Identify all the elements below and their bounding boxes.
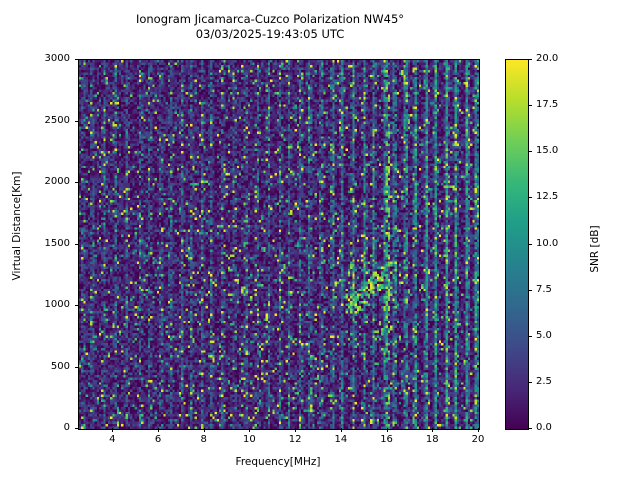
colorbar-tick-label: 17.5 [536,99,559,111]
x-tick-label: 12 [288,434,302,445]
y-tick-label: 0 [63,422,70,433]
colorbar-gradient [506,60,528,429]
heatmap-plot-area [78,59,480,430]
y-tick-label: 2500 [44,114,70,126]
colorbar-tick-mark [528,243,532,245]
colorbar-tick-label: 5.0 [536,329,552,341]
y-tick-mark [74,243,78,245]
chart-title: Ionogram Jicamarca-Cuzco Polarization NW… [135,12,405,41]
colorbar [505,59,529,430]
x-tick-mark [340,428,342,432]
x-tick-mark [158,428,159,432]
colorbar-tick-mark [528,151,532,153]
colorbar-tick-label: 20.0 [536,53,559,64]
colorbar-tick-mark [528,381,532,383]
colorbar-tick-mark [528,335,532,337]
x-axis-label: Frequency[MHz] [235,456,321,468]
y-tick-mark [74,120,78,122]
x-tick-label: 20 [471,434,485,445]
x-tick-mark [478,428,479,432]
x-tick-label: 4 [109,434,116,445]
y-tick-mark [74,428,78,429]
y-tick-label: 3000 [44,53,70,64]
colorbar-tick-label: 0.0 [536,422,552,433]
colorbar-tick-label: 10.0 [536,237,559,249]
y-tick-mark [74,305,78,306]
colorbar-tick-mark [528,59,532,60]
colorbar-tick-label: 7.5 [536,283,552,295]
colorbar-tick-mark [528,289,532,291]
x-tick-label: 18 [425,434,439,445]
x-tick-label: 8 [200,434,207,445]
x-tick-mark [203,428,205,432]
y-tick-label: 1000 [44,299,70,310]
y-axis-ticks: 0 500 1000 1500 2000 2500 3000 [0,0,78,480]
y-tick-mark [74,182,78,183]
y-tick-label: 1500 [44,237,70,249]
colorbar-tick-label: 12.5 [536,191,559,203]
colorbar-tick-label: 15.0 [536,145,559,157]
y-tick-label: 2000 [44,176,70,187]
x-tick-label: 6 [154,434,162,445]
x-tick-label: 16 [380,434,393,445]
x-tick-mark [112,428,114,432]
y-tick-label: 500 [50,360,70,372]
colorbar-tick-mark [528,197,532,199]
colorbar-tick-mark [528,105,532,107]
x-tick-label: 10 [243,434,256,445]
ionogram-heatmap [79,60,479,429]
x-axis-ticks: 4 6 8 10 12 14 16 18 20 [0,428,640,480]
x-tick-mark [386,428,388,432]
y-tick-mark [74,59,78,60]
x-tick-label: 14 [334,434,348,445]
x-tick-mark [432,428,434,432]
x-tick-mark [295,428,297,432]
colorbar-tick-label: 2.5 [536,375,552,387]
colorbar-tick-mark [528,428,532,429]
colorbar-ticks: 0.0 2.5 5.0 7.5 10.0 12.5 15.0 17.5 20.0 [505,54,595,433]
colorbar-label: SNR [dB] [589,225,601,273]
x-tick-mark [249,428,251,432]
y-tick-mark [74,366,78,368]
